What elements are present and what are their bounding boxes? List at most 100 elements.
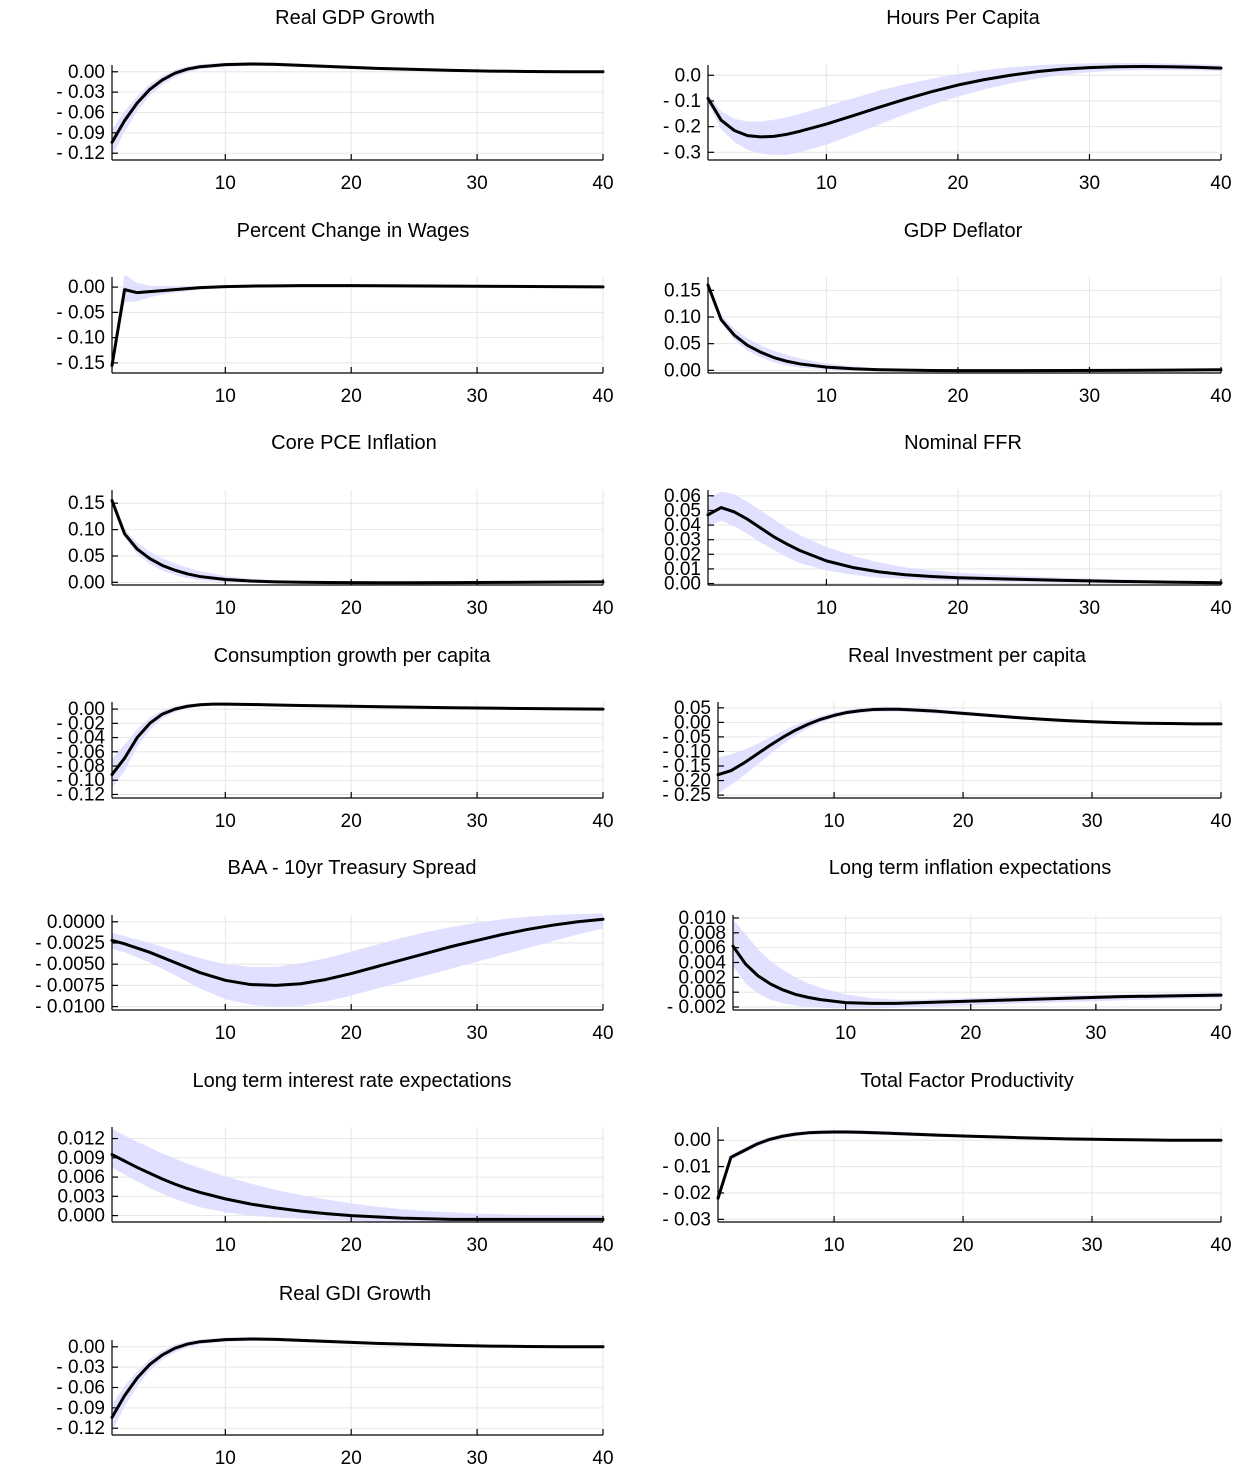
y-tick-label: - 0.0050 — [35, 954, 105, 975]
x-tick-label: 40 — [592, 1023, 613, 1044]
panel-title: Total Factor Productivity — [860, 1070, 1073, 1092]
y-tick-label: 0.05 — [664, 500, 701, 521]
x-tick-label: 10 — [816, 173, 837, 194]
median-line — [110, 62, 605, 144]
y-tick-label: 0.00 — [68, 62, 105, 83]
median-line — [110, 499, 605, 585]
x-tick-label: 30 — [1079, 386, 1100, 407]
median-line — [110, 702, 605, 777]
x-tick-label: 30 — [467, 386, 488, 407]
y-tick-label: 0.10 — [68, 520, 105, 541]
y-tick-label: - 0.0025 — [35, 933, 105, 954]
y-tick-label: 0.004 — [678, 953, 726, 974]
x-tick-label: 30 — [1081, 811, 1102, 832]
y-tick-label: - 0.1 — [663, 91, 701, 112]
x-tick-label: 20 — [947, 173, 968, 194]
y-tick-label: 0.05 — [674, 698, 711, 719]
y-tick-label: - 0.03 — [662, 1209, 711, 1230]
y-tick-label: - 0.03 — [56, 1357, 105, 1378]
panel-baa-10yr-treasury-spread: BAA - 10yr Treasury Spread 0.0000- 0.0025… — [35, 857, 613, 1044]
y-tick-label: - 0.06 — [56, 742, 105, 763]
y-tick-label: 0.15 — [664, 280, 701, 301]
y-tick-label: 0.0000 — [47, 912, 105, 933]
confidence-band — [112, 1128, 603, 1222]
confidence-band — [708, 491, 1221, 584]
x-tick-label: 40 — [592, 1448, 613, 1469]
x-tick-label: 10 — [215, 1235, 236, 1256]
panel-title: GDP Deflator — [904, 220, 1023, 242]
grid — [112, 1340, 604, 1435]
x-tick-label: 40 — [1210, 598, 1231, 619]
panel-title: Real GDP Growth — [275, 7, 435, 29]
y-tick-label: 0.00 — [664, 360, 701, 381]
y-tick-label: - 0.05 — [662, 727, 711, 748]
y-tick-label: 0.006 — [57, 1167, 105, 1188]
y-tick-label: 0.002 — [678, 967, 726, 988]
x-tick-label: 20 — [947, 386, 968, 407]
median-line — [731, 944, 1223, 1005]
x-tick-label: 20 — [341, 1448, 362, 1469]
x-tick-label: 40 — [592, 598, 613, 619]
median-line — [706, 65, 1223, 139]
x-tick-label: 10 — [835, 1023, 856, 1044]
x-tick-label: 30 — [467, 173, 488, 194]
y-tick-label: - 0.03 — [56, 82, 105, 103]
x-tick-label: 30 — [467, 1023, 488, 1044]
panel-hours-per-capita: Hours Per Capita 0.0 - 0.1 - 0.2 - 0.3 10 20 30… — [663, 7, 1232, 194]
y-tick-label: - 0.09 — [56, 1398, 105, 1419]
x-tick-label: 20 — [341, 386, 362, 407]
y-tick-label: - 0.09 — [56, 123, 105, 144]
x-tick-label: 40 — [592, 811, 613, 832]
panel-title: Hours Per Capita — [886, 7, 1040, 29]
x-tick-label: 30 — [1085, 1023, 1106, 1044]
x-tick-label: 40 — [592, 173, 613, 194]
panel-nominal-ffr: Nominal FFR 0.060.050.040.030.020.010.00 1… — [664, 432, 1232, 619]
y-tick-label: - 0.06 — [56, 1378, 105, 1399]
y-tick-label: 0.008 — [678, 923, 726, 944]
y-tick-label: - 0.08 — [56, 756, 105, 777]
x-tick-label: 10 — [824, 811, 845, 832]
y-tick-label: 0.010 — [678, 908, 726, 929]
confidence-band — [112, 62, 603, 157]
y-tick-label: 0.012 — [57, 1129, 105, 1150]
x-tick-label: 20 — [341, 1023, 362, 1044]
grid — [112, 277, 604, 373]
x-tick-label: 20 — [341, 173, 362, 194]
x-tick-label: 20 — [952, 811, 973, 832]
y-tick-label: 0.00 — [674, 1130, 711, 1151]
median-line — [716, 707, 1223, 777]
y-tick-label: - 0.12 — [56, 784, 105, 805]
x-tick-label: 10 — [215, 811, 236, 832]
median-line — [716, 1130, 1223, 1200]
y-tick-label: - 0.15 — [56, 353, 105, 374]
y-tick-label: - 0.06 — [56, 103, 105, 124]
x-tick-label: 30 — [1079, 598, 1100, 619]
x-tick-label: 20 — [341, 598, 362, 619]
grid — [718, 702, 1222, 798]
y-tick-label: - 0.15 — [662, 756, 711, 777]
y-tick-label: 0.0 — [675, 65, 701, 86]
x-tick-label: 10 — [824, 1235, 845, 1256]
panel-title: Long term inflation expectations — [829, 857, 1111, 879]
panel-real-investment-per-capita: Real Investment per capita 0.050.00- 0.05… — [662, 645, 1231, 832]
y-tick-label: 0.000 — [57, 1206, 105, 1227]
x-tick-label: 30 — [1079, 173, 1100, 194]
median-line — [110, 1153, 605, 1221]
panel-percent-change-in-wages: Percent Change in Wages 0.00 - 0.05 - 0.10 -… — [56, 220, 613, 407]
confidence-band — [733, 919, 1221, 1009]
x-tick-label: 10 — [816, 598, 837, 619]
y-tick-label: - 0.05 — [56, 302, 105, 323]
x-tick-label: 40 — [592, 386, 613, 407]
y-tick-label: - 0.10 — [56, 328, 105, 349]
y-tick-label: 0.000 — [678, 982, 726, 1003]
x-tick-label: 10 — [215, 598, 236, 619]
y-tick-label: 0.05 — [664, 334, 701, 355]
y-tick-label: 0.00 — [674, 712, 711, 733]
median-line — [110, 1337, 605, 1419]
y-tick-label: - 0.02 — [56, 713, 105, 734]
panel-long-term-inflation-expectations: Long term inflation expectations0.0100.0… — [667, 857, 1232, 1044]
x-tick-label: 30 — [467, 598, 488, 619]
y-tick-label: 0.15 — [68, 493, 105, 514]
y-tick-label: 0.06 — [664, 486, 701, 507]
